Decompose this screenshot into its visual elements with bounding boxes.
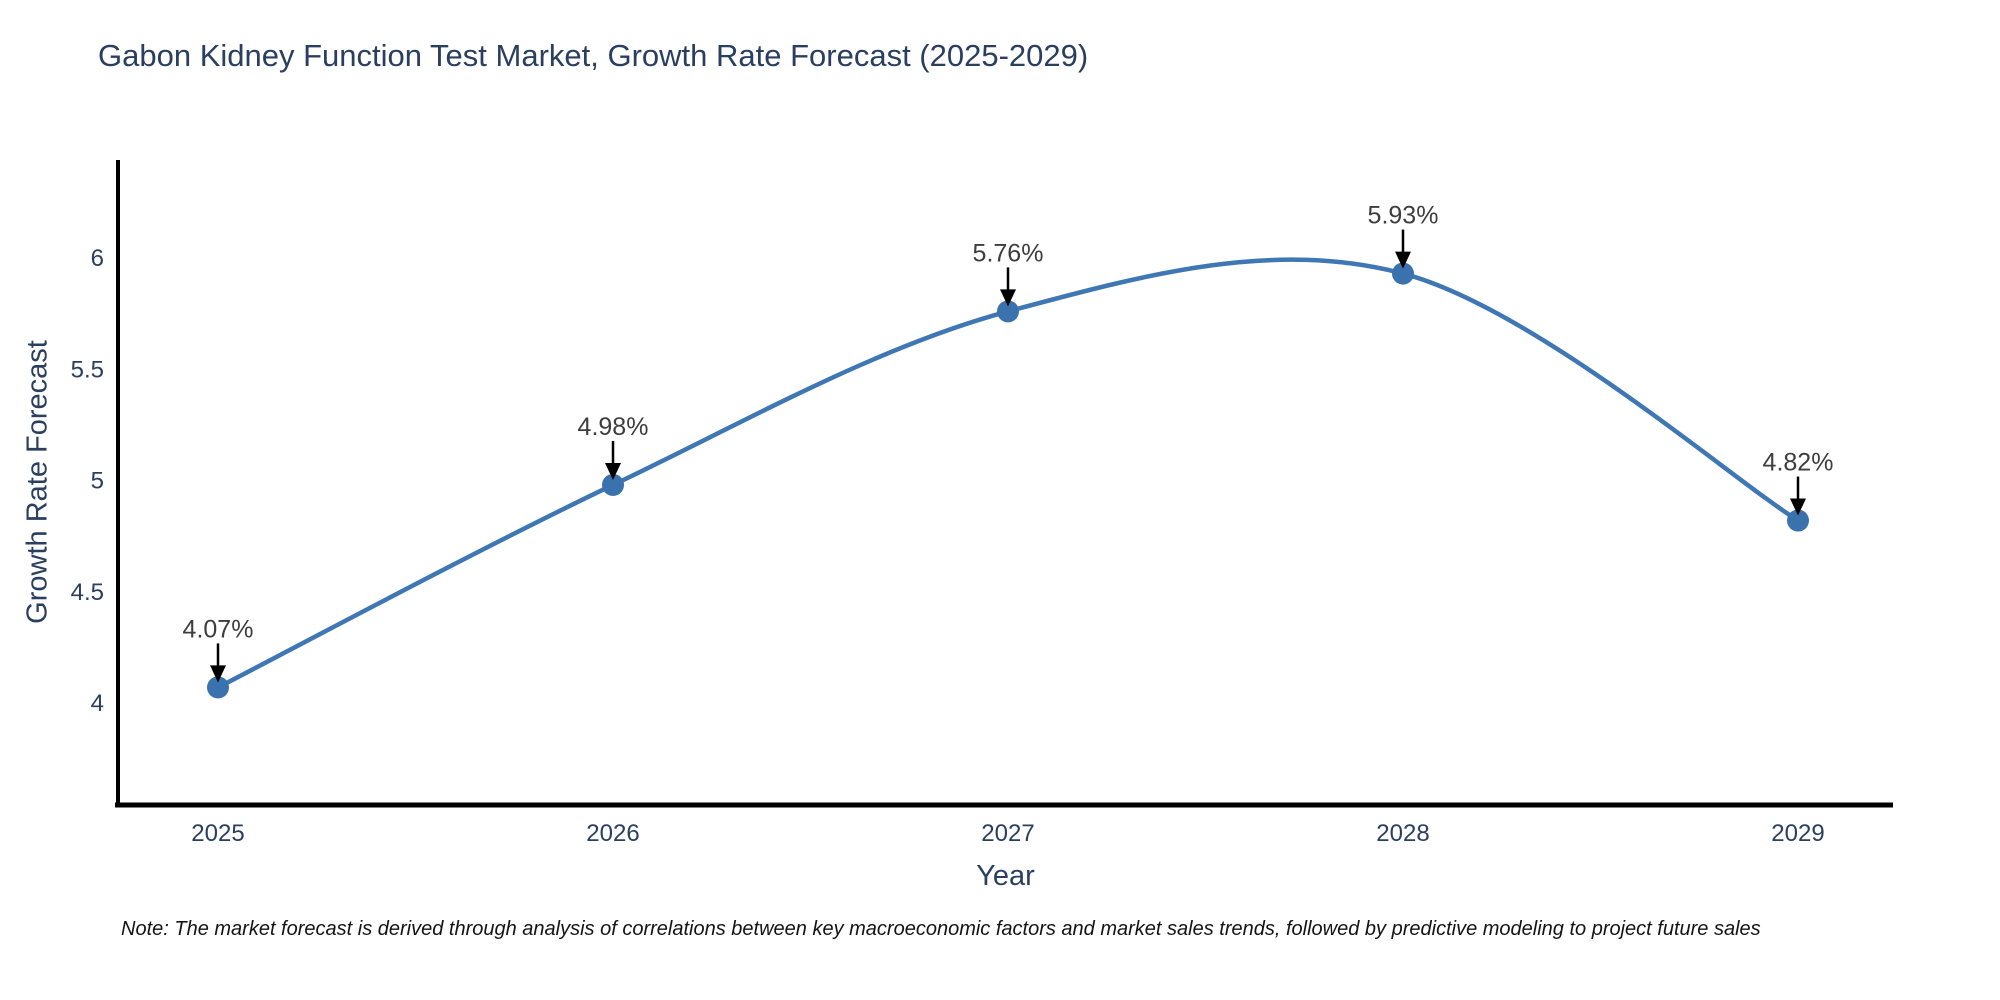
annotation-arrowhead-icon bbox=[1000, 289, 1016, 307]
annotation-arrowhead-icon bbox=[210, 665, 226, 683]
x-tick-label: 2029 bbox=[1771, 820, 1824, 847]
footnote: Note: The market forecast is derived thr… bbox=[121, 918, 1761, 940]
point-value-label: 4.98% bbox=[578, 413, 649, 441]
x-tick-label: 2025 bbox=[191, 820, 244, 847]
point-value-label: 4.07% bbox=[183, 615, 254, 643]
data-point-marker bbox=[997, 300, 1019, 323]
y-tick-label: 5.5 bbox=[71, 356, 104, 383]
annotation-arrowhead-icon bbox=[1395, 251, 1411, 269]
x-tick-label: 2027 bbox=[981, 820, 1034, 847]
chart-title: Gabon Kidney Function Test Market, Growt… bbox=[98, 38, 1089, 73]
point-value-label: 5.93% bbox=[1368, 202, 1439, 230]
growth-rate-series-line bbox=[215, 257, 1801, 690]
data-point-marker bbox=[602, 473, 624, 496]
x-tick-label: 2026 bbox=[586, 820, 639, 847]
data-point-marker bbox=[1787, 509, 1809, 532]
point-value-label: 4.82% bbox=[1763, 449, 1834, 477]
y-tick-label: 4 bbox=[91, 690, 104, 717]
y-tick-label: 6 bbox=[91, 245, 104, 272]
data-point-marker bbox=[1392, 262, 1414, 285]
x-tick-label: 2028 bbox=[1376, 820, 1429, 847]
x-axis-title: Year bbox=[976, 860, 1035, 892]
data-point-marker bbox=[207, 676, 229, 699]
annotation-arrowhead-icon bbox=[605, 462, 621, 480]
point-value-label: 5.76% bbox=[973, 239, 1044, 267]
y-tick-label: 5 bbox=[91, 468, 104, 495]
y-tick-label: 4.5 bbox=[71, 579, 104, 606]
y-axis-title: Growth Rate Forecast bbox=[21, 340, 54, 624]
annotation-arrowhead-icon bbox=[1790, 498, 1806, 516]
